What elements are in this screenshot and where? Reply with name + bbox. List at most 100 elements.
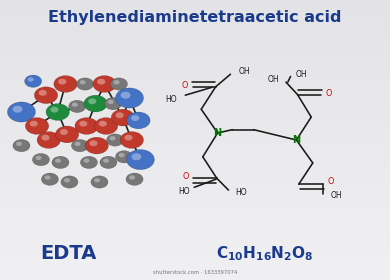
Bar [0,61,390,65]
Bar [0,5,390,9]
Circle shape [115,88,144,108]
Circle shape [115,151,133,163]
Bar [0,28,390,33]
Bar [0,75,390,79]
Bar [0,103,390,107]
Bar [0,196,390,201]
Text: HO: HO [236,188,247,197]
Bar [0,266,390,271]
Circle shape [37,132,60,148]
Bar [0,51,390,56]
Circle shape [44,175,51,180]
Bar [0,112,390,117]
Circle shape [41,135,50,141]
Circle shape [103,158,109,163]
Circle shape [120,132,144,148]
Circle shape [111,109,135,126]
Bar [0,275,390,280]
Bar [0,210,390,215]
Bar [0,257,390,261]
Circle shape [54,76,77,92]
Text: shutterstock.com · 1633397074: shutterstock.com · 1633397074 [153,270,237,275]
Bar [0,70,390,75]
Bar [0,131,390,135]
Circle shape [30,121,38,127]
Circle shape [110,78,128,90]
Circle shape [124,135,133,141]
Circle shape [72,102,78,107]
Text: O: O [326,89,332,98]
Circle shape [97,79,105,85]
Bar [0,201,390,205]
Circle shape [127,112,150,129]
Circle shape [7,102,35,122]
Circle shape [129,175,135,180]
Bar [0,205,390,210]
Bar [0,19,390,23]
Text: OH: OH [267,75,279,84]
Bar [0,215,390,219]
Bar [0,42,390,47]
Bar [0,168,390,173]
Bar [0,56,390,61]
Bar [0,47,390,51]
Bar [0,187,390,191]
Circle shape [115,112,124,118]
Circle shape [28,77,34,82]
Bar [0,126,390,131]
Bar [0,191,390,196]
Bar [0,14,390,19]
Circle shape [46,104,69,120]
Bar [0,173,390,177]
Bar [0,23,390,28]
Circle shape [93,76,116,92]
Circle shape [71,139,89,152]
Circle shape [75,118,98,134]
Circle shape [13,139,30,152]
Circle shape [16,142,22,146]
Bar [0,163,390,168]
Circle shape [131,153,142,160]
Text: O: O [183,172,189,181]
Circle shape [41,173,58,185]
Circle shape [34,87,58,104]
Bar [0,229,390,233]
Circle shape [94,118,118,134]
Circle shape [131,115,139,121]
Circle shape [50,107,58,113]
Circle shape [32,153,50,166]
Bar [0,149,390,154]
Circle shape [25,118,49,134]
Text: OH: OH [238,67,250,76]
Text: Ethylenediaminetetraacetic acid: Ethylenediaminetetraacetic acid [48,10,342,25]
Circle shape [76,78,94,90]
Text: O: O [328,178,334,186]
Circle shape [84,95,107,112]
Bar [0,93,390,98]
Circle shape [58,79,66,85]
Circle shape [126,173,143,185]
Text: N: N [292,135,300,145]
Bar [0,243,390,247]
Bar [0,224,390,229]
Text: N: N [214,128,222,138]
Text: $\mathbf{C_{10}H_{16}N_2O_8}$: $\mathbf{C_{10}H_{16}N_2O_8}$ [216,244,314,263]
Circle shape [119,153,125,157]
Bar [0,33,390,37]
Circle shape [80,156,98,169]
Bar [0,79,390,84]
Circle shape [83,158,90,163]
Bar [0,159,390,163]
Bar [0,135,390,140]
Circle shape [80,80,86,85]
Circle shape [69,100,86,113]
Bar [0,145,390,149]
Bar [0,219,390,224]
Circle shape [105,97,122,110]
Circle shape [89,140,98,146]
Bar [0,37,390,42]
Circle shape [55,126,79,143]
Circle shape [55,158,61,163]
Text: HO: HO [178,187,190,196]
Circle shape [85,137,108,154]
